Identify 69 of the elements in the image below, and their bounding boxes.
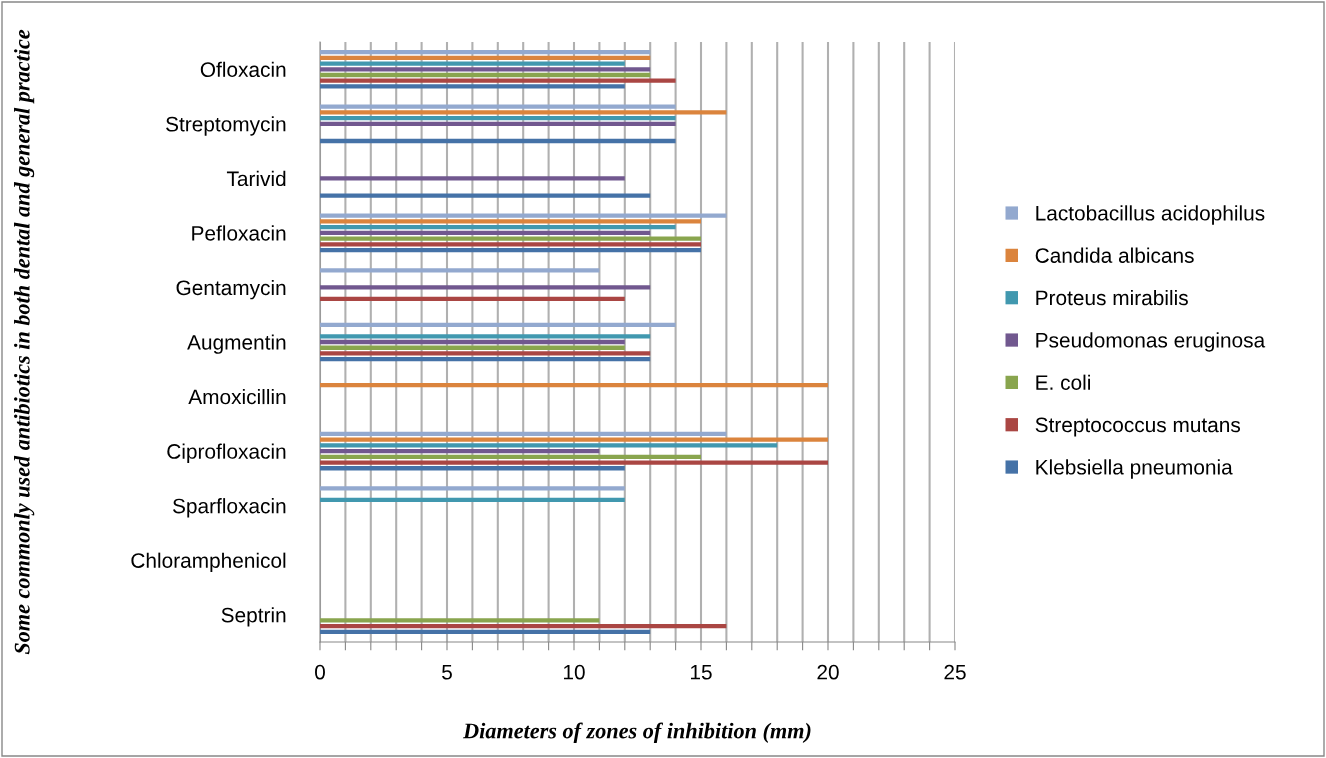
bar	[320, 497, 625, 503]
legend-label: Pseudomonas eruginosa	[1036, 332, 1266, 352]
bar	[320, 443, 778, 448]
y-tick-label: Ciprofloxacin	[167, 443, 286, 463]
legend-label: Proteus mirabilis	[1036, 289, 1188, 306]
legend-label: Streptococcus mutans	[1035, 417, 1241, 437]
y-tick-label: Augmentin	[187, 334, 286, 354]
bar	[320, 225, 676, 230]
bar	[320, 78, 676, 83]
legend-label: Lactobacillus acidophilus	[1036, 205, 1265, 225]
y-tick-label: Tarivid	[226, 170, 286, 187]
bar	[320, 230, 651, 236]
y-tick-label: Gentamycin	[176, 279, 286, 300]
bar	[320, 193, 651, 198]
y-tick-label: Amoxicillin	[188, 389, 286, 405]
bar	[320, 242, 701, 247]
x-tick-label: 10	[564, 664, 585, 680]
x-axis-title: Diameters of zones of inhibition (mm)	[462, 722, 811, 743]
bar	[320, 115, 676, 121]
bar	[320, 454, 701, 459]
bar	[320, 629, 651, 635]
bar	[320, 55, 651, 60]
x-tick-label: 5	[442, 664, 452, 680]
bar	[320, 110, 727, 115]
bar	[320, 322, 676, 327]
bar	[320, 357, 651, 362]
bar	[320, 67, 651, 72]
bar	[320, 339, 625, 345]
bar	[320, 268, 600, 273]
bar	[320, 138, 676, 144]
y-axis-title: Some commonly used antibiotics in both dental and general practice	[14, 29, 35, 655]
x-tick-label: 15	[691, 664, 712, 680]
bar	[320, 334, 651, 339]
bar	[320, 624, 727, 629]
bar	[320, 61, 625, 66]
y-tick-label: Chloramphenicol	[131, 552, 286, 573]
bar	[320, 486, 625, 491]
bar	[320, 236, 701, 241]
bar	[320, 121, 676, 126]
y-tick-label: Sparfloxacin	[172, 498, 286, 518]
bar	[320, 285, 651, 290]
x-tick-label: 25	[944, 664, 966, 680]
bar	[320, 213, 727, 218]
bar	[320, 219, 701, 224]
bar	[320, 448, 600, 454]
bar	[320, 345, 625, 350]
bar	[320, 382, 828, 388]
bar	[320, 247, 701, 253]
bar	[320, 49, 651, 55]
bar	[320, 104, 676, 109]
bar	[320, 618, 600, 623]
x-tick-label: 0	[315, 664, 325, 680]
bar	[320, 84, 625, 89]
y-tick-label: Streptomycin	[166, 116, 286, 136]
legend-label: Candida albicans	[1035, 247, 1194, 263]
legend-label: Klebsiella pneumonia	[1036, 459, 1233, 479]
x-tick-label: 20	[817, 664, 839, 680]
bar	[320, 437, 828, 442]
legend-label: E. coli	[1036, 374, 1090, 390]
y-tick-label: Pefloxacin	[192, 225, 286, 241]
bar	[320, 296, 625, 302]
bar	[320, 351, 651, 356]
bar	[320, 72, 651, 78]
bar	[320, 176, 625, 181]
y-tick-label: Ofloxacin	[200, 61, 286, 78]
y-tick-label: Septrin	[221, 607, 286, 627]
bar	[320, 431, 727, 437]
bar	[320, 460, 828, 465]
bar	[320, 466, 625, 471]
